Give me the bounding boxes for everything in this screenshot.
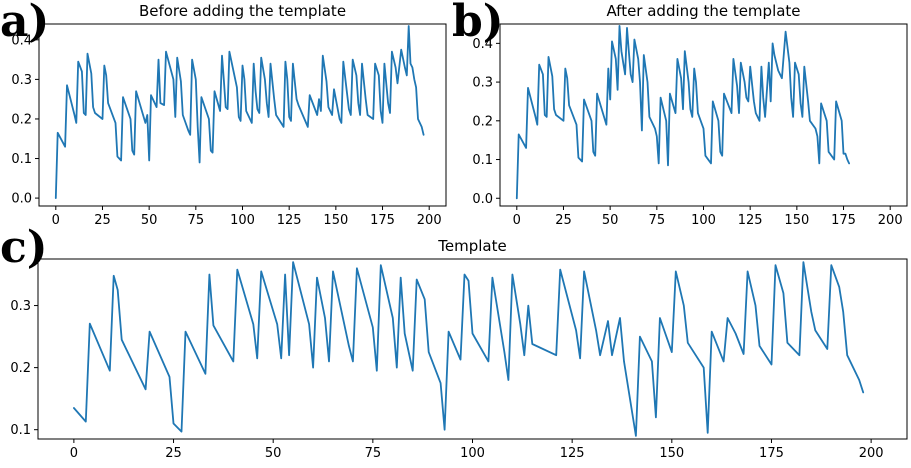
plot-frame xyxy=(38,23,447,207)
x-tick-label: 50 xyxy=(141,213,158,228)
x-tick-label: 0 xyxy=(513,213,521,228)
x-tick-label: 0 xyxy=(70,446,78,461)
chart-panel-1: Before adding the template 0 25 50 75 100 125 1… xyxy=(0,0,447,228)
x-tick-label: 0 xyxy=(52,213,60,228)
y-tick-label: 0.4 xyxy=(11,33,32,48)
plot-frame xyxy=(37,258,908,440)
x-tick-label: 125 xyxy=(738,213,763,228)
series-line-1 xyxy=(73,261,865,437)
x-tick-label: 100 xyxy=(230,213,255,228)
chart-panel-2: After adding the template 0 25 50 75 100 125 15… xyxy=(452,0,908,228)
chart-title: Template xyxy=(437,237,506,255)
x-tick-label: 100 xyxy=(460,446,485,461)
x-tick-label: 150 xyxy=(659,446,684,461)
y-tick-label: 0.0 xyxy=(11,192,32,207)
chart-title: Before adding the template xyxy=(139,2,346,20)
panel-label: b) xyxy=(452,0,504,47)
x-tick-label: 125 xyxy=(560,446,585,461)
x-tick-label: 200 xyxy=(417,213,442,228)
x-tick-label: 175 xyxy=(759,446,784,461)
series-line-1 xyxy=(515,24,850,200)
x-tick-label: 125 xyxy=(277,213,302,228)
y-tick-label: 0.2 xyxy=(10,361,31,376)
x-tick-label: 25 xyxy=(165,446,182,461)
series-line-1 xyxy=(54,25,425,200)
y-tick-label: 0.1 xyxy=(472,153,493,168)
x-tick-label: 25 xyxy=(555,213,572,228)
y-tick-label: 0.3 xyxy=(10,299,31,314)
chart-title: After adding the template xyxy=(606,2,800,20)
x-tick-label: 175 xyxy=(831,213,856,228)
x-tick-label: 175 xyxy=(370,213,395,228)
y-tick-label: 0.0 xyxy=(472,192,493,207)
chart-panel-3: Template 0 25 50 75 100 125 150 175 200 0.1 0.2 0.3 c… xyxy=(0,222,908,461)
y-tick-label: 0.1 xyxy=(11,152,32,167)
panel-label: a) xyxy=(0,0,49,47)
x-tick-label: 200 xyxy=(859,446,884,461)
y-tick-label: 0.1 xyxy=(10,423,31,438)
x-tick-label: 75 xyxy=(649,213,666,228)
x-tick-label: 100 xyxy=(691,213,716,228)
x-tick-label: 75 xyxy=(365,446,382,461)
y-tick-label: 0.2 xyxy=(11,112,32,127)
x-tick-label: 50 xyxy=(602,213,619,228)
x-tick-label: 200 xyxy=(878,213,903,228)
y-tick-label: 0.4 xyxy=(472,37,493,52)
y-tick-label: 0.2 xyxy=(472,114,493,129)
x-tick-label: 25 xyxy=(94,213,111,228)
y-tick-label: 0.3 xyxy=(11,73,32,88)
x-tick-label: 150 xyxy=(784,213,809,228)
panel-label: c) xyxy=(0,222,48,273)
x-tick-label: 150 xyxy=(323,213,348,228)
x-tick-label: 50 xyxy=(265,446,282,461)
y-tick-label: 0.3 xyxy=(472,76,493,91)
x-tick-label: 75 xyxy=(188,213,205,228)
plot-frame xyxy=(499,23,908,207)
